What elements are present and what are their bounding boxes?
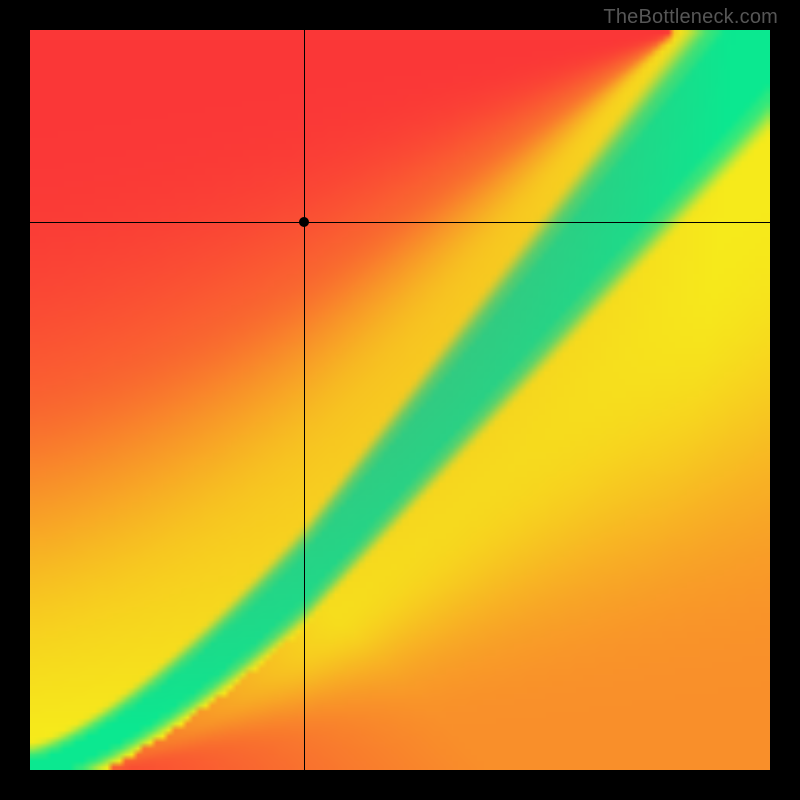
data-point-marker [299, 217, 309, 227]
chart-container: TheBottleneck.com [0, 0, 800, 800]
heatmap-canvas [30, 30, 770, 770]
crosshair-horizontal [30, 222, 770, 223]
watermark-text: TheBottleneck.com [603, 6, 778, 29]
plot-area [30, 30, 770, 770]
crosshair-vertical [304, 30, 305, 770]
